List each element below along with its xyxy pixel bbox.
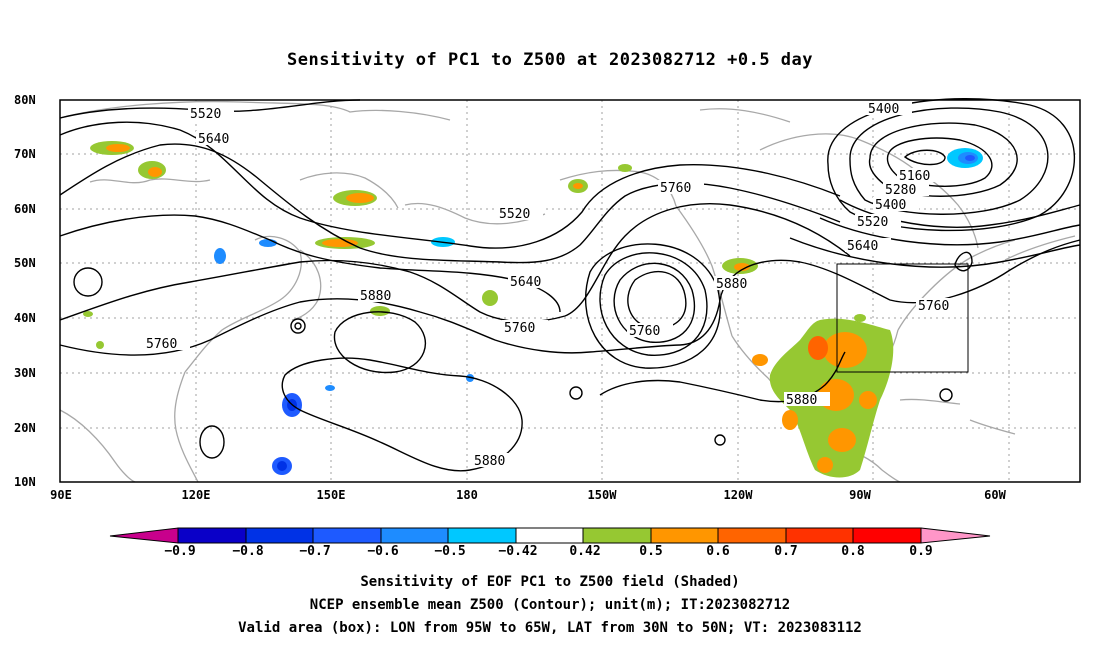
colorbar-label: −0.5 xyxy=(434,544,466,559)
contour-label: 5880 xyxy=(360,289,391,304)
colorbar-label: 0.8 xyxy=(841,544,865,559)
lat-label: 60N xyxy=(14,202,36,216)
colorbar-label: −0.9 xyxy=(164,544,196,559)
lat-label: 10N xyxy=(14,475,36,489)
map-frame xyxy=(59,99,1081,483)
colorbar xyxy=(109,527,991,544)
colorbar-label: −0.7 xyxy=(299,544,331,559)
caption-line-2: NCEP ensemble mean Z500 (Contour); unit(… xyxy=(309,597,791,613)
contour-label: 5760 xyxy=(918,299,949,314)
contour-label: 5640 xyxy=(510,275,541,290)
contour-label: 5760 xyxy=(660,181,691,196)
coastlines xyxy=(59,100,1076,483)
colorbar-label: 0.9 xyxy=(909,544,933,559)
lat-label: 40N xyxy=(14,311,36,325)
shaded-sensitivity xyxy=(83,141,983,478)
contour-label: 5760 xyxy=(629,324,660,339)
colorbar-label: −0.6 xyxy=(367,544,399,559)
contour-labels: 5520 5640 5400 5160 5280 5400 5520 5640 … xyxy=(144,101,962,469)
colorbar-label: −0.42 xyxy=(498,544,538,559)
colorbar-label: 0.6 xyxy=(706,544,730,559)
contour-label: 5520 xyxy=(190,107,221,122)
valid-area-box xyxy=(836,263,969,373)
caption-line-1: Sensitivity of EOF PC1 to Z500 field (Sh… xyxy=(360,574,740,590)
colorbar-label: −0.8 xyxy=(232,544,264,559)
lon-label: 180 xyxy=(456,488,478,502)
contour-label: 5400 xyxy=(875,198,906,213)
contour-label: 5520 xyxy=(857,215,888,230)
lat-label: 20N xyxy=(14,421,36,435)
contour-label: 5400 xyxy=(868,102,899,117)
lat-label: 30N xyxy=(14,366,36,380)
map-title: Sensitivity of PC1 to Z500 at 2023082712… xyxy=(286,50,813,70)
lat-label: 50N xyxy=(14,256,36,270)
lon-label: 90E xyxy=(50,488,72,502)
lon-label: 120E xyxy=(181,488,211,502)
contour-label: 5520 xyxy=(499,207,530,222)
contour-label: 5760 xyxy=(504,321,535,336)
lon-label: 90W xyxy=(849,488,871,502)
contour-label: 5160 xyxy=(899,169,930,184)
contour-label: 5880 xyxy=(716,277,747,292)
lat-label: 70N xyxy=(14,147,36,161)
contour-label: 5280 xyxy=(885,183,916,198)
contour-label: 5880 xyxy=(786,393,817,408)
colorbar-label: 0.5 xyxy=(639,544,663,559)
contour-label: 5880 xyxy=(474,454,505,469)
lon-label: 150W xyxy=(587,488,617,502)
contour-label: 5760 xyxy=(146,337,177,352)
lon-label: 60W xyxy=(984,488,1006,502)
lon-label: 150E xyxy=(316,488,346,502)
colorbar-label: 0.7 xyxy=(774,544,798,559)
contour-label: 5640 xyxy=(198,132,229,147)
contour-label: 5640 xyxy=(847,239,878,254)
graticule xyxy=(60,100,1080,482)
colorbar-label: 0.42 xyxy=(569,544,601,559)
caption-line-3: Valid area (box): LON from 95W to 65W, L… xyxy=(238,620,862,636)
lat-label: 80N xyxy=(14,93,36,107)
lon-label: 120W xyxy=(723,488,753,502)
contour-lines xyxy=(59,98,1081,472)
